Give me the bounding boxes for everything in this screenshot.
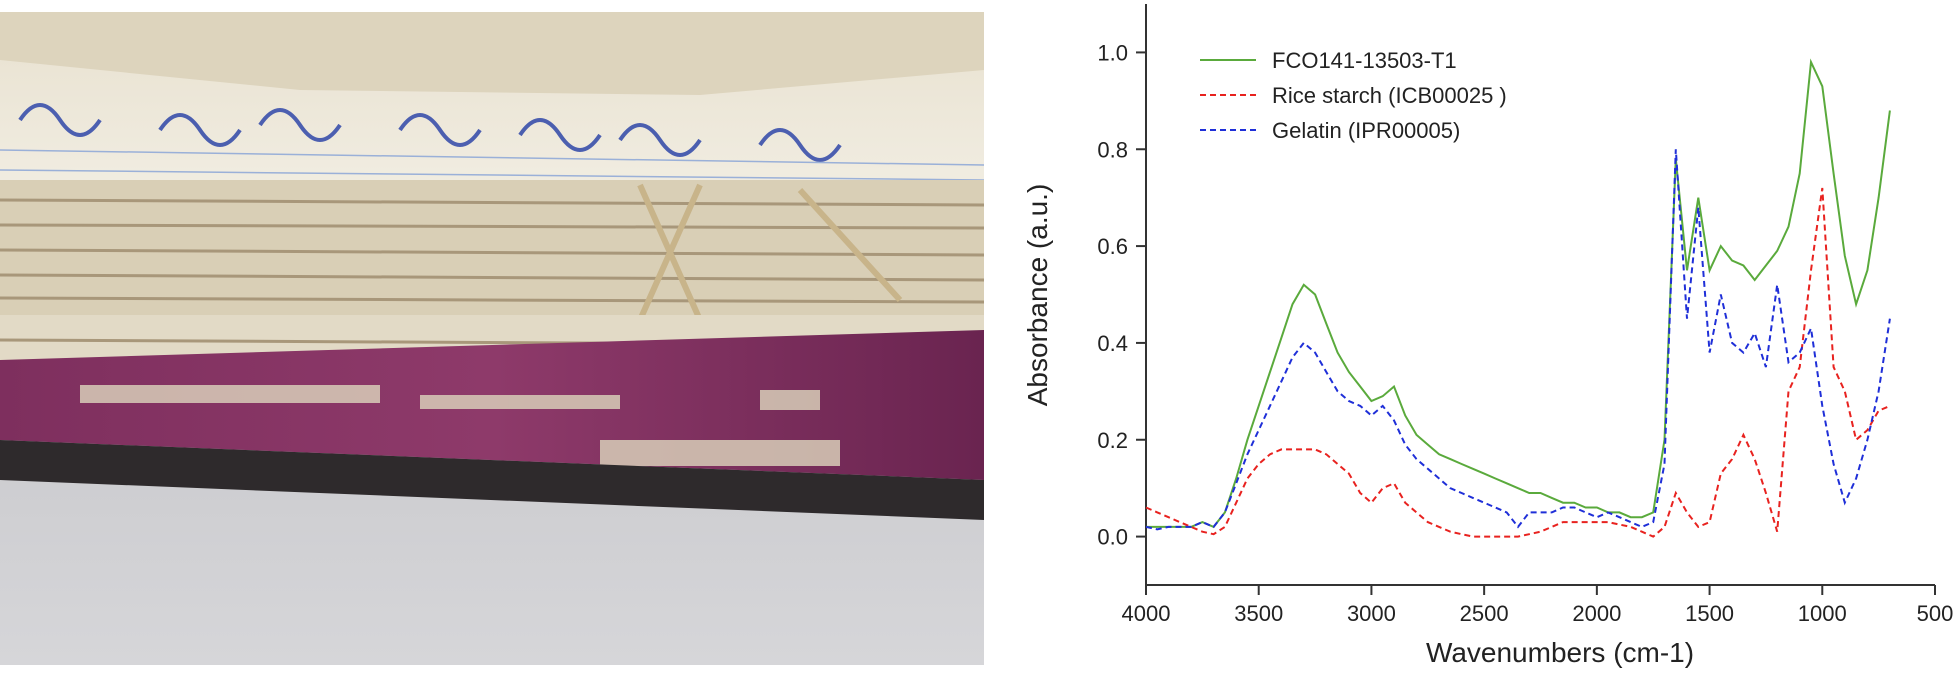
photo [0,12,985,665]
y-tick-label: 0.2 [1097,428,1128,453]
series-line [1145,187,1891,538]
x-tick-label: 3000 [1347,601,1396,626]
y-tick-label: 0.4 [1097,331,1128,356]
legend-label: FCO141-13503-T1 [1272,48,1457,73]
x-tick-label: 4000 [1122,601,1171,626]
x-tick-label: 2000 [1572,601,1621,626]
y-tick-label: 1.0 [1097,40,1128,65]
x-tick-label: 1000 [1798,601,1847,626]
x-tick-label: 2500 [1460,601,1509,626]
legend-label: Gelatin (IPR00005) [1272,118,1460,143]
series-line [1145,149,1891,531]
x-tick-label: 1500 [1685,601,1734,626]
y-tick-label: 0.0 [1097,525,1128,550]
x-tick-label: 500 [1917,601,1954,626]
y-tick-label: 0.8 [1097,137,1128,162]
x-tick-label: 3500 [1234,601,1283,626]
series-line [1146,58,1891,529]
x-axis-title: Wavenumbers (cm-1) [1426,637,1694,668]
y-tick-label: 0.6 [1097,234,1128,259]
legend-label: Rice starch (ICB00025 ) [1272,83,1507,108]
chart: Wavenumbers (cm-1) Absorbance (a.u.) 400… [1022,4,1953,668]
y-axis-title: Absorbance (a.u.) [1022,184,1053,407]
